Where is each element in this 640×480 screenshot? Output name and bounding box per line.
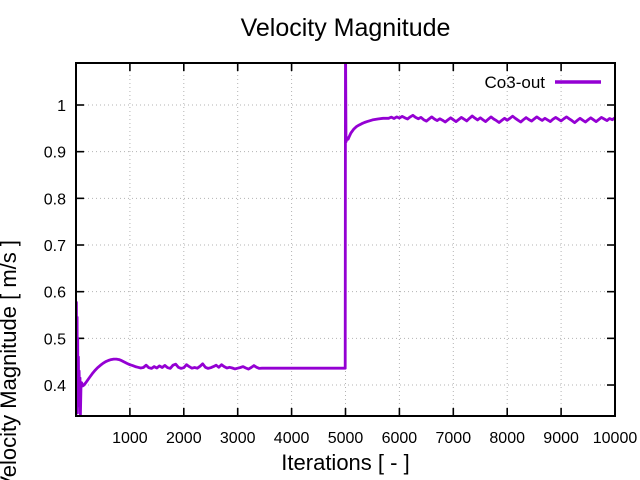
legend-label: Co3-out xyxy=(485,73,546,92)
y-tick-label: 0.6 xyxy=(44,285,66,302)
x-tick-label: 5000 xyxy=(328,430,364,447)
x-tick-label: 2000 xyxy=(166,430,202,447)
x-axis-label: Iterations [ - ] xyxy=(281,450,410,475)
x-tick-label: 6000 xyxy=(382,430,418,447)
y-tick-label: 0.4 xyxy=(44,378,66,395)
x-tick-label: 4000 xyxy=(274,430,310,447)
y-tick-label: 0.9 xyxy=(44,145,66,162)
x-tick-label: 8000 xyxy=(489,430,525,447)
y-tick-label: 0.7 xyxy=(44,238,66,255)
x-tick-label: 1000 xyxy=(112,430,148,447)
y-tick-label: 1 xyxy=(57,98,66,115)
x-tick-label: 3000 xyxy=(220,430,256,447)
y-tick-label: 0.5 xyxy=(44,331,66,348)
plot-frame xyxy=(75,62,616,417)
y-axis-label-text: Velocity Magnitude [ m/s ] xyxy=(0,240,21,480)
x-tick-label: 7000 xyxy=(436,430,472,447)
chart-title: Velocity Magnitude xyxy=(240,14,451,42)
x-tick-label: 10000 xyxy=(593,430,638,447)
series-line-co3-out xyxy=(76,63,615,416)
x-tick-label: 9000 xyxy=(543,430,579,447)
y-tick-label: 0.8 xyxy=(44,191,66,208)
